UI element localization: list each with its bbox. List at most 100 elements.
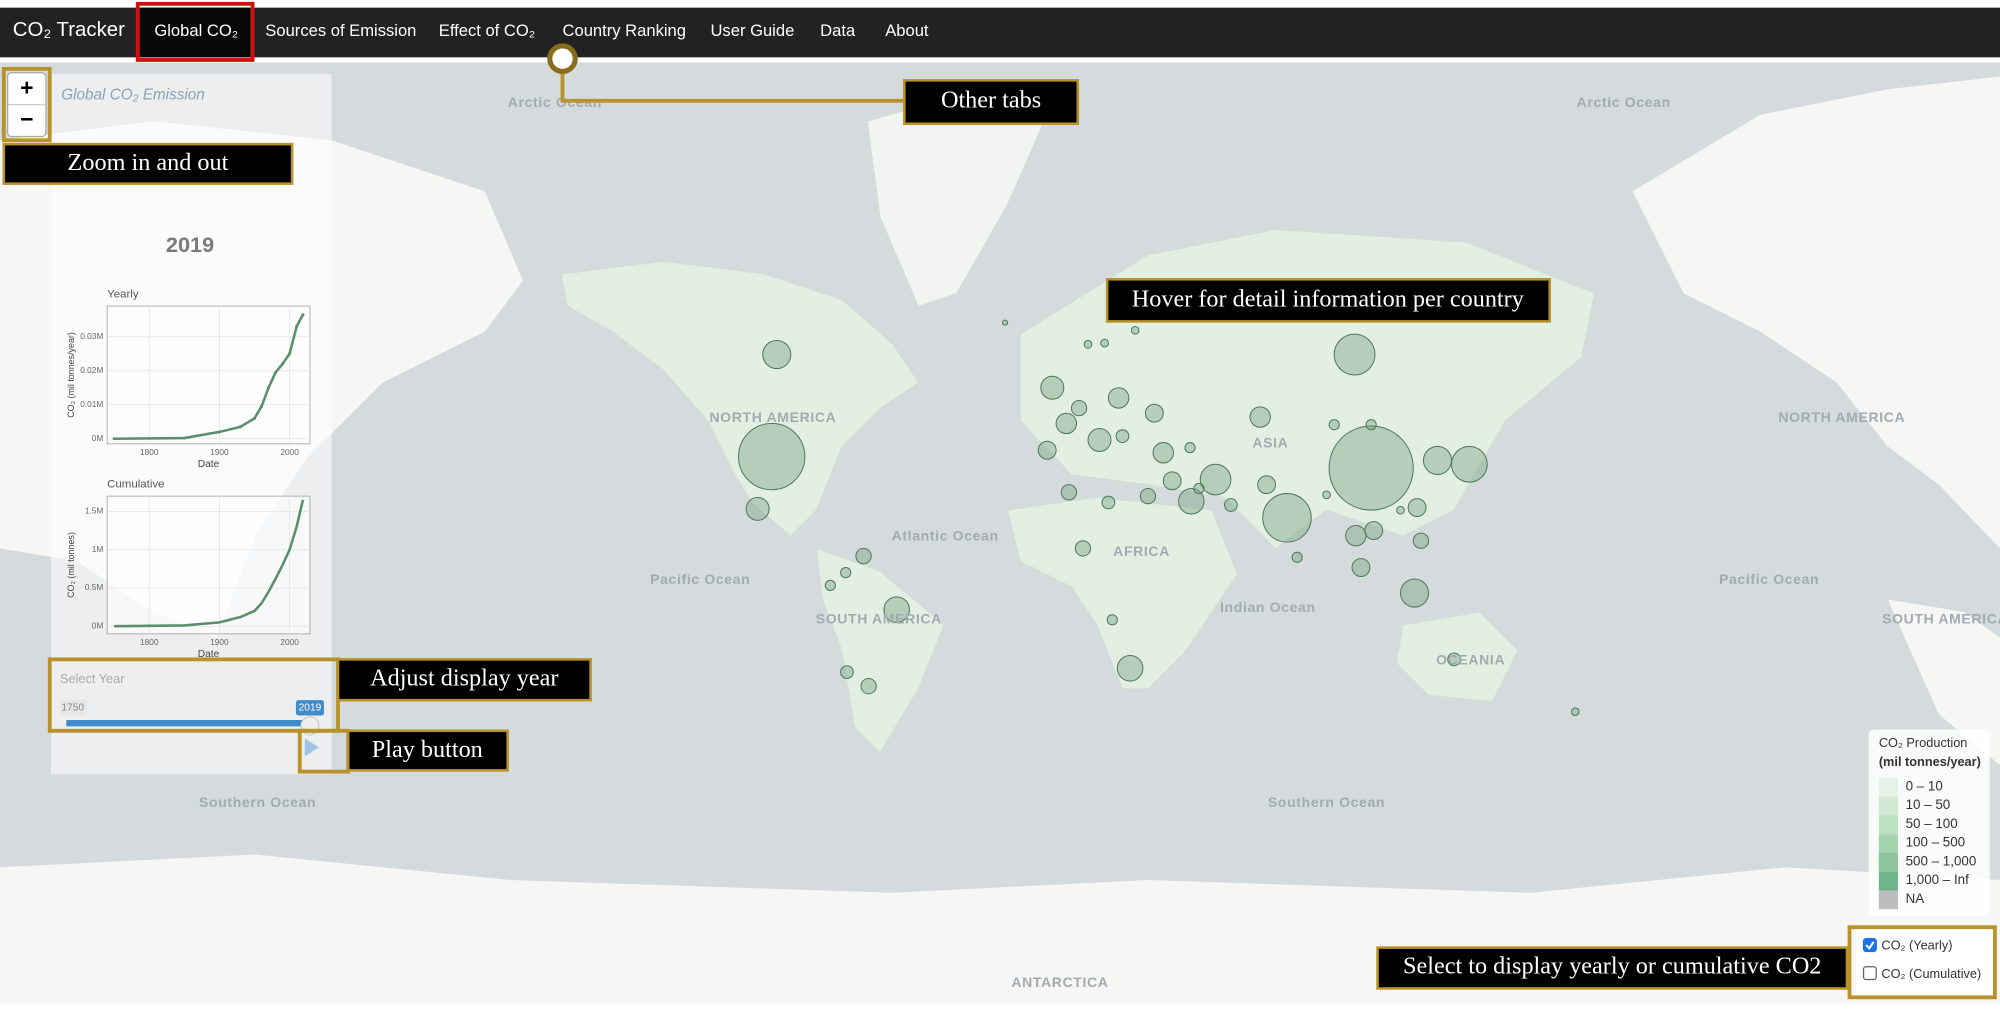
nav-border — [0, 57, 2000, 63]
country-bubble — [1040, 375, 1065, 400]
country-bubble — [1351, 558, 1371, 577]
country-bubble — [1074, 540, 1092, 557]
legend-label: 100 – 500 — [1906, 835, 1966, 850]
checkbox[interactable] — [1862, 938, 1877, 953]
map-label: Pacific Ocean — [1719, 571, 1819, 587]
annotation: Hover for detail information per country — [1132, 286, 1525, 313]
x-tick-label: 1800 — [140, 447, 159, 457]
map-label: NORTH AMERICA — [710, 409, 837, 425]
country-bubble — [1365, 419, 1377, 431]
y-tick-label: 0.03M — [80, 331, 103, 341]
legend-swatch — [1878, 815, 1898, 835]
country-bubble — [1451, 445, 1488, 483]
map-label: Southern Ocean — [1268, 794, 1385, 810]
mini-charts: Yearly Date CO₂ (mil tonnes/year) 0M 0.01M 0.… — [66, 289, 311, 660]
legend-swatch — [1878, 871, 1898, 891]
country-bubble — [745, 496, 770, 521]
legend-swatch — [1878, 796, 1898, 816]
country-bubble — [1223, 498, 1238, 512]
highlight-box — [135, 1, 255, 62]
map-label: ANTARCTICA — [1011, 974, 1108, 990]
x-tick-label: 1800 — [140, 637, 159, 647]
checkbox[interactable] — [1862, 966, 1877, 981]
toggles: CO₂ (Yearly) CO₂ (Cumulative) — [1862, 938, 1981, 981]
x-tick-label: 1900 — [210, 447, 229, 457]
country-bubble — [1570, 707, 1580, 716]
country-bubble — [1328, 419, 1340, 431]
map-label: NORTH AMERICA — [1778, 409, 1905, 425]
nav-tab[interactable]: Effect of CO₂ — [439, 21, 535, 40]
nav-tab[interactable]: Sources of Emission — [265, 21, 416, 40]
x-tick-label: 1900 — [210, 637, 229, 647]
country-bubble — [1447, 652, 1461, 667]
line — [114, 313, 305, 441]
chart-panel — [106, 305, 311, 445]
country-bubble — [1257, 475, 1277, 495]
country-bubble — [1055, 412, 1078, 435]
annotation-box — [903, 79, 1080, 125]
legend-swatch — [1878, 890, 1898, 910]
nav-tab[interactable]: Country Ranking — [563, 21, 686, 40]
legend — [1868, 729, 1990, 916]
map-label: Atlantic Ocean — [892, 528, 999, 544]
country-bubble — [1130, 325, 1140, 335]
legend-label: 0 – 10 — [1906, 778, 1943, 793]
legend-title: CO₂ Production — [1879, 735, 1968, 750]
active-tab-bg — [140, 7, 250, 58]
point — [295, 324, 299, 329]
chart-panel — [106, 495, 311, 635]
map-label: SOUTH AMERICA — [1882, 611, 2000, 627]
country-bubble — [1262, 493, 1312, 543]
country-bubble — [1144, 403, 1164, 423]
legend-label: 1,000 – Inf — [1906, 872, 1969, 887]
zoom-in[interactable]: + — [20, 74, 33, 100]
checkmark — [1865, 941, 1875, 950]
x-axis-label: Date — [198, 459, 220, 470]
legend-label: 10 – 50 — [1906, 797, 1951, 812]
map-label: Arctic Ocean — [1577, 94, 1671, 110]
country-bubble — [1193, 482, 1205, 495]
checkbox-label[interactable]: CO₂ (Cumulative) — [1881, 966, 1981, 981]
legend-subtitle: (mil tonnes/year) — [1879, 754, 1981, 769]
annotation: Other tabs — [941, 87, 1041, 114]
country-bubbles — [738, 319, 1580, 716]
x-tick-label: 2000 — [280, 637, 299, 647]
checkbox-label[interactable]: CO₂ (Yearly) — [1881, 938, 1952, 953]
year-display: 2019 — [166, 232, 214, 257]
play-button[interactable] — [304, 738, 319, 757]
country-bubble — [1412, 532, 1430, 549]
line — [114, 499, 305, 628]
country-bubble — [1107, 387, 1130, 409]
map-label: OCEANIA — [1436, 651, 1505, 667]
country-bubble — [883, 596, 910, 623]
zoom-out[interactable]: − — [20, 106, 33, 132]
country-bubble — [1322, 490, 1331, 500]
annotation: Select to display yearly or cumulative C… — [1403, 953, 1821, 980]
point — [182, 436, 186, 440]
country-bubble — [824, 579, 836, 592]
y-tick-label: 0M — [92, 433, 104, 443]
x-axis-label: Date — [198, 649, 220, 660]
chart-title: Yearly — [107, 289, 139, 301]
point — [238, 425, 243, 429]
country-bubble — [1002, 319, 1009, 326]
slider-min: 1750 — [61, 703, 84, 714]
nav-tab[interactable]: Data — [820, 21, 856, 40]
slider-value: 2019 — [299, 703, 322, 714]
country-bubble — [1328, 425, 1414, 511]
legend-swatch — [1878, 852, 1898, 872]
y-tick-label: 0M — [92, 620, 104, 630]
country-bubble — [840, 567, 852, 579]
annotation: Play button — [372, 736, 483, 763]
nav-tab[interactable]: About — [885, 21, 929, 40]
map-label: AFRICA — [1113, 543, 1170, 559]
nav-tab[interactable]: Global CO₂ — [154, 21, 238, 40]
nav-tab[interactable]: User Guide — [710, 21, 794, 40]
point — [217, 430, 221, 434]
country-bubble — [1087, 428, 1112, 452]
point — [274, 370, 278, 374]
map-label: Southern Ocean — [199, 794, 316, 810]
slider-label: Select Year — [60, 671, 125, 686]
